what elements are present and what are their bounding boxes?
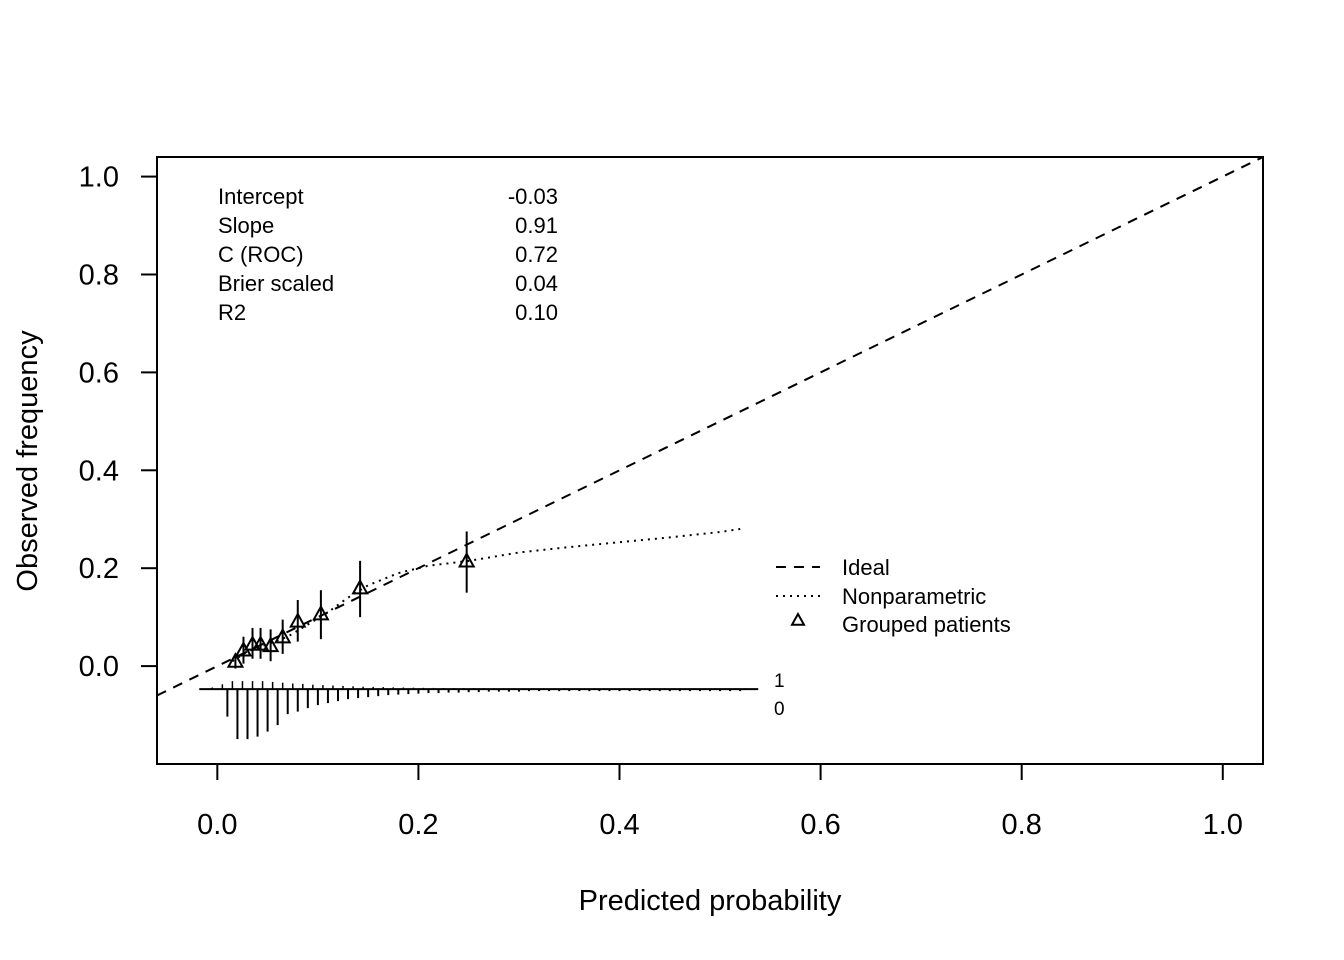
stat-value: 0.04 [515, 271, 558, 296]
grouped-point [261, 636, 280, 653]
plot-area [157, 157, 1263, 740]
plot-inner [157, 157, 1263, 740]
grouped-point [273, 627, 292, 644]
stats-block: Intercept -0.03 Slope 0.91 C (ROC) 0.72 Brier … [218, 184, 558, 325]
stat-label: R2 [218, 300, 246, 325]
nonparametric-line [231, 528, 741, 663]
stat-value: -0.03 [508, 184, 558, 209]
y-tick-label: 1.0 [79, 162, 119, 194]
x-tick-label: 0.0 [197, 809, 237, 841]
x-axis: 0.0 0.2 0.4 0.6 0.8 1.0 [197, 763, 1243, 841]
x-tick-label: 0.8 [1002, 809, 1042, 841]
ideal-line [157, 157, 1263, 697]
plot-frame [156, 156, 1264, 765]
grouped-point [457, 551, 476, 568]
y-tick-label: 0.8 [79, 259, 119, 291]
legend-label: Grouped patients [842, 612, 1011, 637]
stat-label: Brier scaled [218, 271, 334, 296]
stat-label: Intercept [218, 184, 304, 209]
grouped-point [251, 635, 270, 651]
stat-label: C (ROC) [218, 242, 304, 267]
rug-label-1: 1 [774, 671, 785, 692]
x-tick-label: 0.4 [599, 809, 639, 841]
y-tick-label: 0.4 [79, 455, 119, 487]
legend-label: Ideal [842, 555, 890, 580]
legend: Ideal Nonparametric Grouped patients [776, 555, 1011, 637]
stat-label: Slope [218, 213, 274, 238]
x-axis-title: Predicted probability [579, 885, 842, 917]
rug-label-0: 0 [774, 699, 785, 720]
y-axis-title: Observed frequency [12, 330, 44, 592]
stat-value: 0.72 [515, 242, 558, 267]
x-tick-label: 0.2 [398, 809, 438, 841]
grouped-point [312, 604, 330, 621]
grouped-point [351, 578, 369, 595]
grouped-point [289, 612, 307, 628]
y-tick-label: 0.2 [79, 553, 119, 585]
rug-labels: 10 [774, 671, 785, 720]
legend-grouped-swatch [790, 611, 806, 626]
legend-label: Nonparametric [842, 584, 986, 609]
x-tick-label: 1.0 [1203, 809, 1243, 841]
y-tick-label: 0.0 [79, 651, 119, 683]
y-axis: 0.0 0.2 0.4 0.6 0.8 1.0 [79, 162, 158, 683]
stat-value: 0.91 [515, 213, 558, 238]
stat-value: 0.10 [515, 300, 558, 325]
x-tick-label: 0.6 [800, 809, 840, 841]
y-tick-label: 0.6 [79, 357, 119, 389]
grouped-point [226, 652, 245, 668]
